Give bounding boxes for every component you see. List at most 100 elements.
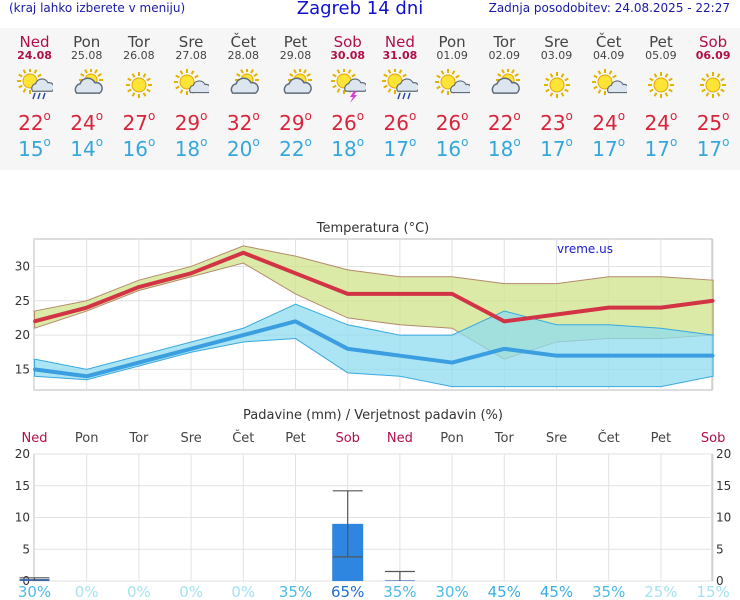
- max-temp: 24o: [635, 109, 687, 135]
- temp-point: [189, 271, 193, 275]
- day-name: Tor: [127, 33, 150, 51]
- day-date: 27.08: [175, 49, 207, 62]
- temp-point: [137, 285, 141, 289]
- day-date: 01.09: [436, 49, 468, 62]
- day-date: 30.08: [330, 49, 366, 62]
- max-temp: 27o: [113, 109, 165, 135]
- max-temp-value: 22: [18, 111, 44, 135]
- temp-point: [711, 354, 715, 358]
- x-tick-label: Tor: [128, 431, 149, 446]
- precip-probability: 30%: [435, 583, 468, 600]
- degree-sign: o: [147, 109, 156, 123]
- max-temp-value: 29: [279, 111, 305, 135]
- y-tick-label-right: 0: [716, 574, 724, 588]
- y-tick-label: 25: [15, 294, 30, 308]
- min-temp: 16o: [426, 135, 478, 161]
- degree-sign: o: [669, 109, 678, 123]
- max-temp-value: 26: [383, 111, 409, 135]
- max-temp: 25o: [687, 109, 739, 135]
- degree-sign: o: [252, 109, 260, 123]
- max-temp-value: 27: [122, 111, 148, 135]
- min-temp-line: [34, 319, 714, 379]
- x-tick-label: Pet: [285, 431, 305, 446]
- day-date: 25.08: [70, 49, 103, 62]
- day-name: Pet: [649, 33, 673, 51]
- forecast-strip: Ned 24.08 22o 15o Pon 25.08 24o 14o Tor 26.08 27o 1…: [0, 28, 740, 170]
- temperature-chart: 15 20 25 30 Temperatura (°C) vreme.us: [15, 221, 715, 391]
- chart-title: Temperatura (°C): [316, 221, 429, 236]
- y-tick-label: 10: [15, 511, 30, 525]
- degree-sign: o: [43, 109, 51, 123]
- max-temp: 26o: [374, 109, 426, 135]
- degree-sign: o: [200, 135, 208, 149]
- max-temp-value: 23: [540, 111, 566, 135]
- x-tick-label: Pet: [651, 431, 671, 446]
- x-tick-label: Sob: [701, 431, 725, 446]
- degree-sign: o: [200, 109, 208, 123]
- precip-probability: 15%: [696, 583, 729, 600]
- min-temp: 22o: [270, 135, 322, 161]
- day-name: Pet: [283, 33, 308, 51]
- temp-point: [711, 299, 715, 303]
- x-tick-label: Sre: [180, 431, 201, 446]
- sun-icon: [125, 72, 152, 98]
- cloud-sun-icon: [283, 69, 312, 94]
- day-name: Sre: [178, 33, 204, 51]
- min-temp: 16o: [113, 135, 165, 161]
- chart-title: Padavine (mm) / Verjetnost padavin (%): [243, 408, 503, 423]
- min-temp: 17o: [687, 135, 739, 161]
- temp-point: [607, 354, 611, 358]
- min-temp-value: 16: [435, 137, 462, 161]
- x-tick-label: Sob: [335, 431, 359, 446]
- max-temp: 22o: [478, 109, 530, 135]
- degree-sign: o: [617, 135, 626, 149]
- sun-cloud-rain-icon: [16, 69, 53, 100]
- sun-icon: [700, 72, 727, 98]
- y-tick-label-right: 5: [716, 542, 724, 556]
- min-temp-value: 18: [331, 137, 357, 161]
- degree-sign: o: [356, 109, 365, 123]
- min-temp: 17o: [531, 135, 583, 161]
- temp-point: [85, 374, 89, 378]
- forecast-day: Pet 29.08 29o 22o: [270, 28, 322, 161]
- y-tick-label: 20: [15, 328, 30, 342]
- degree-sign: o: [461, 109, 469, 123]
- forecast-day: Ned 24.08 22o 15o: [9, 28, 61, 161]
- min-temp: 18o: [478, 135, 530, 161]
- degree-sign: o: [408, 135, 417, 149]
- menu-hint[interactable]: (kraj lahko izberete v meniju): [9, 1, 186, 15]
- max-temp: 26o: [322, 109, 374, 135]
- min-temp: 18o: [322, 135, 374, 161]
- day-name: Čet: [595, 33, 622, 51]
- temp-point: [659, 354, 663, 358]
- min-temp-value: 22: [279, 137, 305, 161]
- temp-point: [398, 354, 402, 358]
- forecast-day: Čet 04.09 24o 17o: [583, 28, 635, 161]
- degree-sign: o: [408, 109, 417, 123]
- degree-sign: o: [565, 135, 573, 149]
- degree-sign: o: [356, 135, 365, 149]
- temp-point: [659, 306, 663, 310]
- precip-probability: 35%: [592, 583, 625, 600]
- max-temp: 24o: [61, 109, 113, 135]
- min-temp-value: 18: [174, 137, 201, 161]
- temp-point: [555, 354, 558, 358]
- degree-sign: o: [617, 109, 626, 123]
- day-date: 28.08: [227, 49, 260, 62]
- temp-point: [294, 319, 297, 323]
- day-date: 03.09: [540, 49, 573, 62]
- precip-probability: 30%: [18, 583, 51, 600]
- min-temp: 17o: [635, 135, 687, 161]
- min-temp: 20o: [217, 135, 269, 161]
- forecast-day: Sre 27.08 29o 18o: [165, 28, 217, 161]
- max-temp: 29o: [165, 109, 217, 135]
- min-temp: 15o: [9, 135, 61, 161]
- min-temp: 18o: [165, 135, 217, 161]
- degree-sign: o: [513, 135, 521, 149]
- page-title: Zagreb 14 dni: [296, 0, 424, 19]
- cloud-sun-icon: [230, 69, 260, 94]
- x-tick-label: Čet: [232, 430, 254, 446]
- sun-icon: [647, 72, 674, 98]
- y-tick-label: 30: [15, 259, 30, 273]
- day-name: Ned: [384, 33, 415, 51]
